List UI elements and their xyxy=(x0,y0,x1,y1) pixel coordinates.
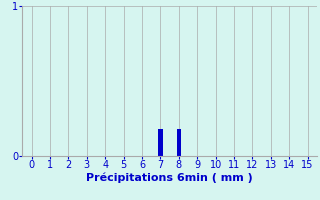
X-axis label: Précipitations 6min ( mm ): Précipitations 6min ( mm ) xyxy=(86,173,253,183)
Bar xyxy=(158,129,163,156)
Bar xyxy=(177,129,181,156)
